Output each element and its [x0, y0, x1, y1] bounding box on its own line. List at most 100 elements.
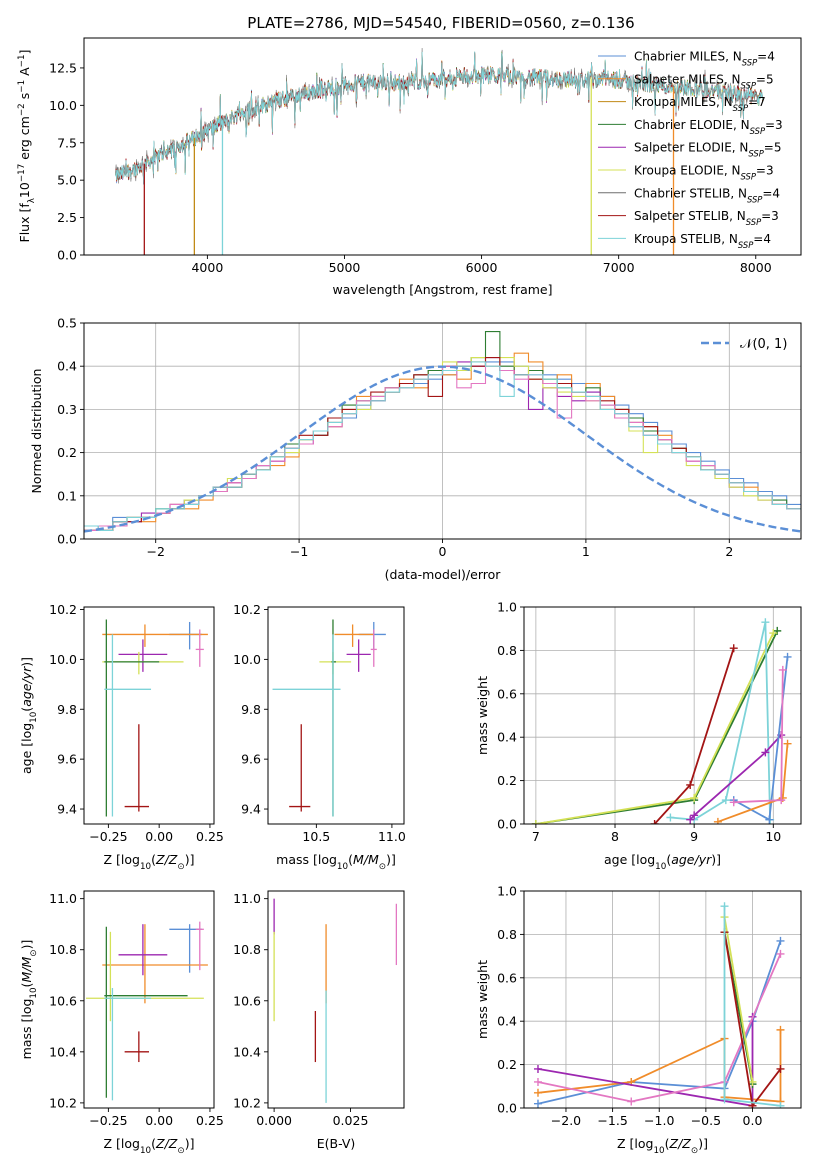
y-tick-label: 10.8	[49, 942, 77, 957]
errorbar-chabrier-miles	[169, 621, 202, 650]
y-tick-label: 0.3	[57, 402, 77, 417]
y-tick-label: 10.0	[49, 98, 77, 113]
data-point-marker	[765, 815, 774, 824]
legend-label: Chabrier MILES, NSSP=4	[634, 50, 775, 68]
errorbar-kroupa-elodie	[319, 651, 352, 675]
y-tick-label: 10.0	[49, 652, 77, 667]
x-tick-label: 9	[690, 829, 698, 844]
y-tick-label: 0.4	[497, 730, 517, 745]
y-tick-label: 0.0	[57, 248, 77, 263]
x-tick-label: −2.0	[551, 1113, 581, 1128]
age_vs_Z-plot-area	[102, 619, 208, 817]
series-line	[537, 953, 782, 1103]
x-tick-label: 0.25	[196, 829, 224, 844]
data-point-marker	[627, 1097, 636, 1106]
x-tick-label: 0	[439, 544, 447, 559]
mass_weight_vs_Z-panel: −2.0 −1.5 −1.0 −0.5 0.0 0.0 0.2 0.4 0.6 0.8 1.0 Z […	[475, 884, 802, 1156]
x-tick-label: −1.0	[644, 1113, 674, 1128]
x-axis-label: Z [log10(Z/Z⊙)]	[104, 852, 195, 872]
x-axis-label: mass [log10(M/M⊙)]	[276, 852, 396, 872]
legend-label: Chabrier STELIB, NSSP=4	[634, 186, 780, 204]
y-axis-label: mass [log10(M/M⊙)]	[19, 940, 39, 1060]
y-tick-label: 9.4	[241, 802, 261, 817]
y-tick-label: 9.8	[57, 702, 77, 717]
y-tick-label: 0.2	[497, 773, 517, 788]
y-tick-label: 0.2	[497, 1057, 517, 1072]
y-tick-label: 5.0	[57, 173, 77, 188]
x-tick-label: 7000	[603, 260, 635, 275]
errorbar-pink	[195, 629, 204, 667]
data-point-marker	[533, 1088, 542, 1097]
x-axis-label: Z [log10(Z/Z⊙)]	[617, 1136, 708, 1156]
x-tick-label: 0.25	[196, 1113, 224, 1128]
y-tick-label: 1.0	[497, 600, 517, 615]
errorbar-salpeter-miles	[334, 624, 374, 647]
x-axis-label: (data-model)/error	[385, 567, 502, 582]
data-point-marker	[748, 1077, 757, 1086]
series-line	[535, 632, 775, 824]
axes-frame	[267, 606, 405, 825]
data-point-marker	[776, 1064, 785, 1073]
y-tick-label: 0.0	[497, 817, 517, 832]
x-tick-label: −2	[146, 544, 164, 559]
data-point-marker	[776, 936, 785, 945]
x-axis-label: E(B-V)	[317, 1136, 356, 1151]
x-tick-label: −0.25	[89, 829, 127, 844]
x-tick-label: 0.025	[333, 1113, 369, 1128]
errorbar-salpeter-elodie	[118, 639, 168, 672]
series-salpeter-elodie	[533, 1012, 757, 1108]
series-line	[723, 916, 754, 1083]
data-point-marker	[720, 902, 729, 911]
x-axis-label: age [log10(age/yr)]	[604, 852, 721, 872]
y-axis-label: age [log10(age/yr)]	[19, 657, 39, 774]
x-tick-label: 10	[765, 829, 781, 844]
errorbar-salpeter-stelib	[289, 724, 311, 812]
mass_weight_vs_age-panel: 7 8 9 10 0.0 0.2 0.4 0.6 0.8 1.0 age [log10(age/yr…	[475, 600, 802, 872]
histogram-kroupa-stelib	[84, 361, 801, 531]
axes-frame	[83, 890, 215, 1109]
y-tick-label: 10.8	[233, 942, 261, 957]
y-axis-label: mass weight	[475, 960, 490, 1039]
mass_vs_Z-plot-area	[86, 921, 208, 1101]
y-tick-label: 9.6	[57, 752, 77, 767]
y-tick-label: 0.2	[57, 445, 77, 460]
mass_vs_EBV-panel: 0.000 0.025 10.2 10.4 10.6 10.8 11.0 E(B-V)	[233, 890, 405, 1151]
series-line	[733, 656, 789, 822]
x-axis-label: Z [log10(Z/Z⊙)]	[104, 1136, 195, 1156]
spectrum-series-kroupa-stelib	[115, 51, 763, 185]
y-tick-label: 2.5	[57, 210, 77, 225]
y-tick-label: 10.2	[49, 1095, 77, 1110]
series-kroupa-elodie	[531, 629, 778, 824]
errorbar-salpeter-miles	[102, 924, 208, 1004]
x-tick-label: 5000	[329, 260, 361, 275]
errorbar-kroupa-stelib	[104, 634, 152, 817]
axes-frame	[83, 322, 802, 540]
axes-frame	[83, 37, 802, 256]
x-tick-label: 0.00	[145, 829, 173, 844]
series-chabrier-elodie	[531, 626, 782, 824]
spectrum-series-chabrier-elodie	[115, 51, 763, 182]
plot-panels: 4000 5000 6000 7000 80000.02.55.07.510.012.5…	[17, 37, 802, 1156]
x-tick-label: 0.00	[145, 1113, 173, 1128]
data-point-marker	[533, 1099, 542, 1108]
errorbar-salpeter-stelib	[124, 724, 149, 812]
age_vs_Z-panel: −0.25 0.00 0.25 9.4 9.6 9.8 10.0 10.2 Z [log10(Z…	[19, 602, 224, 872]
legend-label: Salpeter STELIB, NSSP=3	[634, 209, 779, 227]
figure-title: PLATE=2786, MJD=54540, FIBERID=0560, z=0…	[247, 14, 634, 32]
y-axis-label: mass weight	[475, 676, 490, 755]
data-point-marker	[761, 618, 770, 627]
data-point-marker	[778, 665, 787, 674]
series-pink	[729, 665, 787, 807]
data-point-marker	[650, 820, 659, 824]
x-tick-label: 6000	[466, 260, 498, 275]
data-point-marker	[777, 796, 786, 805]
data-point-marker	[769, 629, 778, 638]
y-tick-label: 10.6	[49, 993, 77, 1008]
y-tick-label: 0.8	[497, 927, 517, 942]
axes-frame	[267, 890, 405, 1109]
data-point-marker	[666, 813, 675, 822]
y-tick-label: 10.4	[233, 1044, 261, 1059]
axes-frame	[83, 606, 215, 825]
errorbar-salpeter-miles	[102, 624, 208, 647]
